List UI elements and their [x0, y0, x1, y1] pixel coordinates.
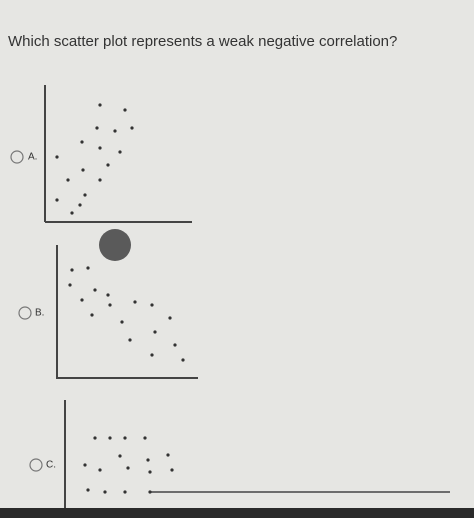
scatter-dot: [83, 463, 87, 467]
radio-button[interactable]: [29, 458, 43, 472]
scatter-dot: [123, 436, 127, 440]
question: Which scatter plot represents a weak neg…: [8, 33, 397, 50]
scatter-dot: [98, 468, 102, 472]
radio-button[interactable]: [10, 150, 24, 164]
scatter-dot: [90, 313, 94, 317]
scatter-dot: [70, 268, 74, 272]
scatter-dot: [153, 330, 157, 334]
scatter-dot: [108, 436, 112, 440]
scatter-dot: [168, 316, 172, 320]
scatter-dot: [118, 150, 122, 154]
scatter-dot: [93, 288, 97, 292]
scatter-dot: [93, 436, 97, 440]
scatter-dot: [173, 343, 177, 347]
scatter-dot: [128, 338, 132, 342]
option-label: C.: [46, 460, 56, 471]
scatter-dot: [150, 303, 154, 307]
scatter-dot: [55, 198, 59, 202]
scatter-dot: [120, 320, 124, 324]
scatter-dot: [98, 178, 102, 182]
scatter-dot: [86, 488, 90, 492]
scatter-dot: [113, 129, 117, 133]
scatter-dot: [68, 283, 72, 287]
scatter-dot: [148, 490, 152, 494]
radio-button[interactable]: [18, 306, 32, 320]
scatter-dot: [130, 126, 134, 130]
scatter-dot: [78, 203, 82, 207]
scatter-dot: [103, 490, 107, 494]
bottom-bar: [0, 508, 474, 518]
scatter-dot: [108, 303, 112, 307]
scatter-dot: [86, 266, 90, 270]
scatter-dot: [166, 453, 170, 457]
scatter-dot: [146, 458, 150, 462]
scatter-dot: [80, 140, 84, 144]
scatter-dot: [126, 466, 130, 470]
scatter-dot: [95, 126, 99, 130]
scatter-dot: [66, 178, 70, 182]
scatter-dot: [81, 168, 85, 172]
scatter-dot: [55, 155, 59, 159]
scatter-dot: [98, 103, 102, 107]
scatter-dot: [70, 211, 74, 215]
scatter-dot: [148, 470, 152, 474]
scatter-dot: [106, 163, 110, 167]
scatter-dot: [118, 454, 122, 458]
scatter-dot: [150, 353, 154, 357]
scatter-dot: [181, 358, 185, 362]
scatter-dot: [80, 298, 84, 302]
option-label: A.: [28, 152, 37, 163]
scatter-dot: [170, 468, 174, 472]
scatter-dot: [143, 436, 147, 440]
scatter-dot: [106, 293, 110, 297]
scatter-dot: [98, 146, 102, 150]
cursor-blot: [99, 229, 131, 261]
option-label: B.: [35, 308, 44, 319]
scatter-dot: [123, 108, 127, 112]
scatter-dot: [83, 193, 87, 197]
scatter-dot: [133, 300, 137, 304]
scatter-dot: [123, 490, 127, 494]
